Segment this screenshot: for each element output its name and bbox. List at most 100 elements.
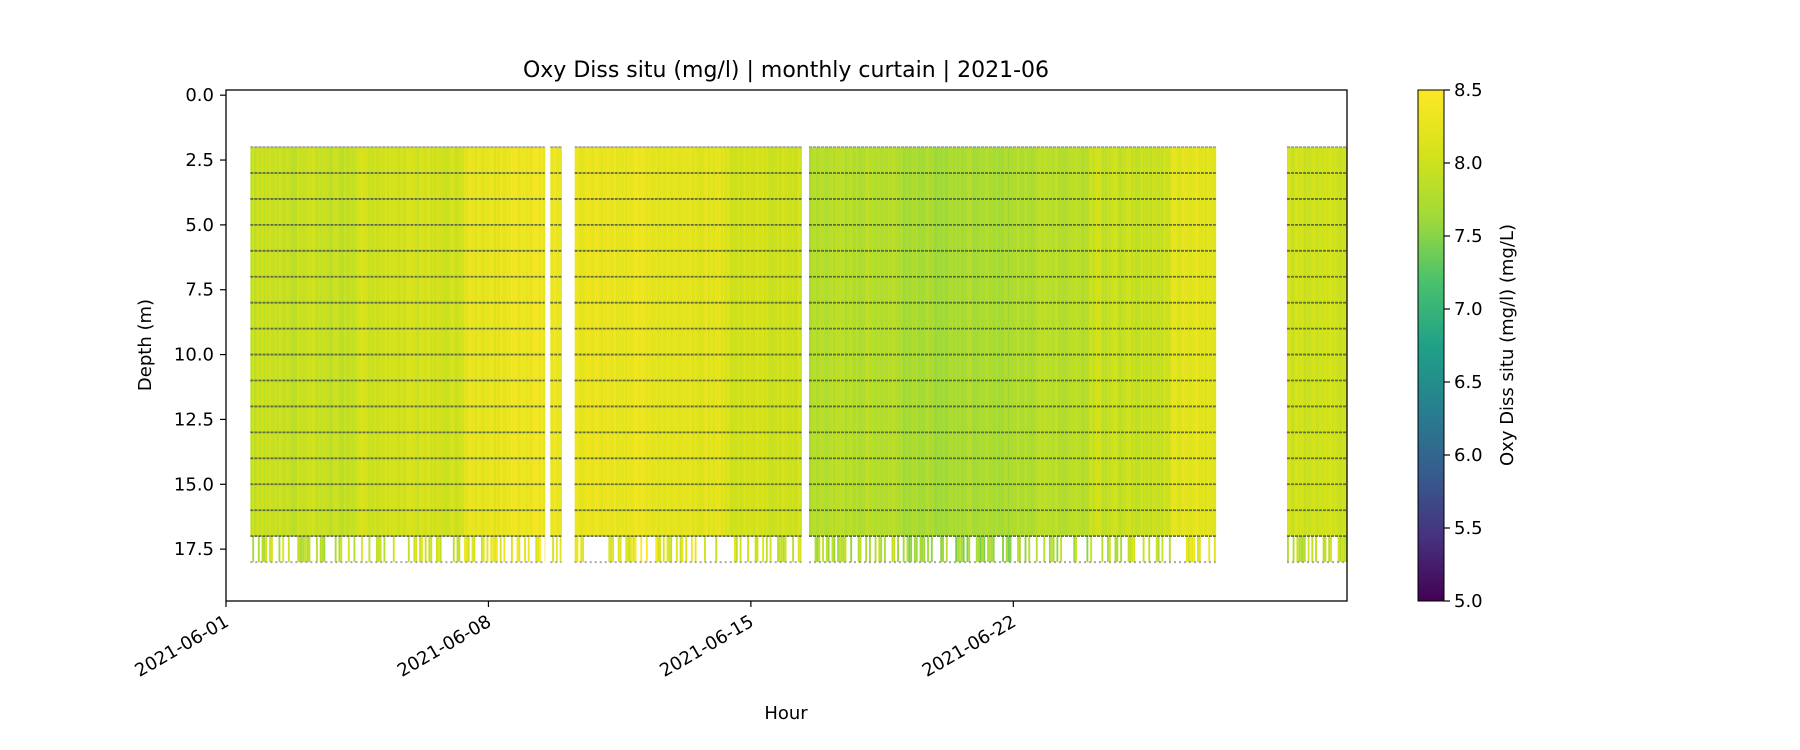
curtain-column	[539, 147, 542, 537]
curtain-column	[1052, 147, 1055, 537]
curtain-column	[379, 147, 382, 537]
curtain-column	[529, 147, 532, 537]
curtain-column	[823, 147, 827, 537]
deep-column	[315, 536, 318, 563]
curtain-column	[739, 147, 742, 537]
deep-column	[1343, 536, 1346, 563]
deep-column	[1086, 536, 1089, 563]
curtain-column	[1105, 147, 1108, 537]
deep-column	[960, 536, 963, 563]
curtain-column	[895, 147, 898, 537]
deep-column	[1307, 536, 1310, 563]
curtain-column	[1328, 147, 1331, 537]
curtain-column	[1332, 147, 1335, 537]
deep-column	[782, 536, 785, 563]
deep-column	[392, 536, 395, 563]
deep-column	[645, 536, 648, 563]
curtain-column	[327, 147, 330, 537]
curtain-column	[419, 147, 422, 537]
curtain-column	[503, 147, 506, 537]
curtain-column	[494, 147, 497, 537]
deep-column	[306, 536, 309, 563]
deep-column	[464, 536, 466, 563]
deep-column	[919, 536, 922, 563]
curtain-column	[1176, 147, 1179, 537]
curtain-column	[492, 147, 495, 537]
deep-column	[940, 536, 943, 563]
curtain-column	[1189, 147, 1192, 537]
deep-column	[784, 536, 787, 563]
curtain-column	[1007, 147, 1010, 537]
curtain-column	[981, 147, 984, 537]
deep-column	[818, 536, 821, 563]
curtain-column	[1180, 147, 1183, 537]
curtain-column	[452, 147, 456, 537]
deep-column	[765, 536, 768, 563]
x-tick-label: 2021-06-15	[656, 611, 757, 681]
deep-column	[1043, 536, 1046, 563]
curtain-column	[853, 147, 857, 537]
curtain-column	[445, 147, 448, 537]
curtain-column	[1041, 147, 1044, 537]
curtain-column	[552, 147, 555, 537]
curtain-column	[257, 147, 261, 537]
curtain-column	[396, 147, 399, 537]
curtain-column	[467, 147, 471, 537]
curtain-column	[559, 147, 562, 537]
curtain-column	[1114, 147, 1117, 537]
deep-column	[942, 536, 944, 563]
curtain-column	[689, 147, 692, 537]
deep-column	[1127, 536, 1130, 563]
deep-column	[833, 536, 836, 563]
y-tick-label: 0.0	[185, 85, 214, 106]
deep-column	[734, 536, 736, 563]
curtain-column	[1030, 147, 1033, 537]
curtain-column	[767, 147, 771, 537]
curtain-column	[758, 147, 761, 537]
curtain-column	[580, 147, 583, 537]
deep-column	[670, 536, 673, 563]
curtain-column	[585, 147, 589, 537]
curtain-column	[300, 147, 304, 537]
deep-column	[799, 536, 802, 563]
deep-column	[878, 536, 881, 563]
deep-column	[883, 536, 886, 563]
curtain-column	[707, 147, 711, 537]
curtain-column	[314, 147, 317, 537]
curtain-column	[694, 147, 697, 537]
curtain-column	[735, 147, 739, 537]
curtain-column	[330, 147, 334, 537]
curtain-column	[610, 147, 613, 537]
curtain-column	[297, 147, 300, 537]
deep-column	[840, 536, 843, 563]
curtain-column	[715, 147, 718, 537]
deep-column	[300, 536, 303, 563]
curtain-column	[1148, 147, 1151, 537]
curtain-column	[752, 147, 756, 537]
curtain-column	[709, 147, 712, 537]
curtain-column	[344, 147, 347, 537]
deep-column	[619, 536, 622, 563]
deep-column	[617, 536, 620, 563]
curtain-column	[1168, 147, 1172, 537]
curtain-column	[831, 147, 834, 537]
deep-column	[955, 536, 958, 563]
curtain-column	[820, 147, 823, 537]
curtain-column	[488, 147, 491, 537]
curtain-column	[319, 147, 323, 537]
deep-column	[685, 536, 688, 563]
curtain-column	[750, 147, 754, 537]
curtain-column	[495, 147, 499, 537]
curtain-column	[679, 147, 682, 537]
curtain-column	[593, 147, 596, 537]
deep-column	[1189, 536, 1192, 563]
curtain-column	[400, 147, 403, 537]
deep-column	[865, 536, 868, 563]
deep-column	[1303, 536, 1306, 563]
deep-column	[574, 536, 577, 563]
curtain-column	[1048, 147, 1052, 537]
curtain-column	[1318, 147, 1322, 537]
curtain-column	[745, 147, 748, 537]
curtain-column	[743, 147, 746, 537]
curtain-column	[1093, 147, 1097, 537]
